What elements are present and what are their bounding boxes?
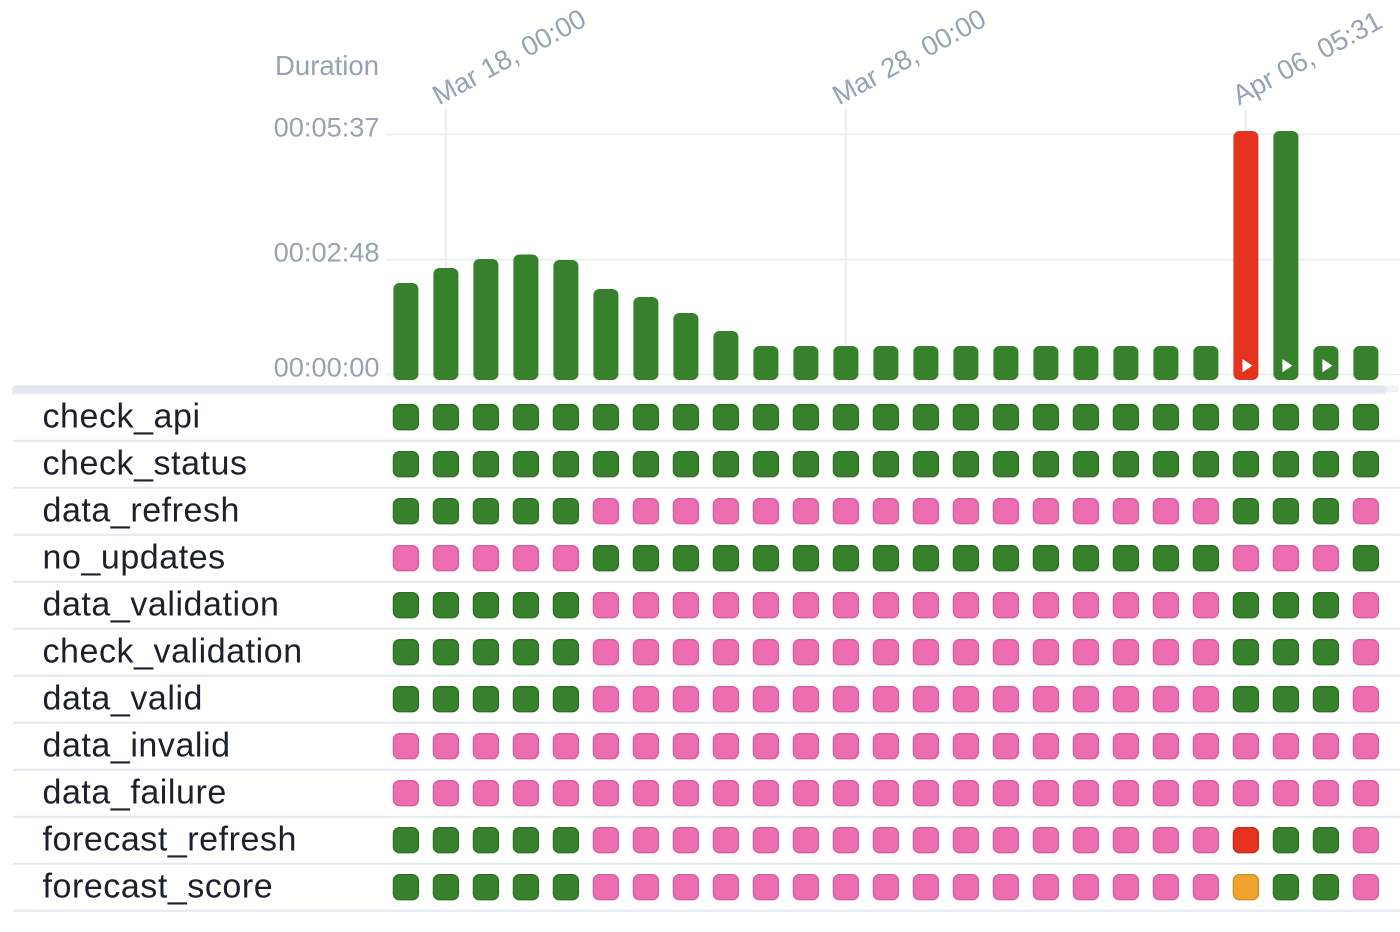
- svg-text:00:05:37: 00:05:37: [274, 111, 380, 142]
- svg-text:00:00:00: 00:00:00: [274, 352, 380, 383]
- svg-text:Mar 28, 00:00: Mar 28, 00:00: [827, 3, 991, 111]
- svg-text:Mar 18, 00:00: Mar 18, 00:00: [427, 3, 591, 111]
- svg-text:data_validation: data_validation: [43, 585, 280, 623]
- svg-text:check_validation: check_validation: [43, 632, 303, 670]
- svg-text:check_status: check_status: [43, 444, 248, 482]
- svg-text:Duration: Duration: [275, 50, 379, 81]
- svg-text:forecast_score: forecast_score: [43, 867, 274, 905]
- svg-text:Apr 06, 05:31: Apr 06, 05:31: [1227, 5, 1387, 111]
- svg-text:no_updates: no_updates: [43, 538, 226, 576]
- svg-text:data_failure: data_failure: [43, 773, 227, 811]
- svg-text:data_invalid: data_invalid: [43, 726, 231, 764]
- svg-text:data_valid: data_valid: [43, 679, 204, 717]
- svg-text:forecast_refresh: forecast_refresh: [43, 820, 297, 858]
- svg-text:check_api: check_api: [43, 397, 201, 435]
- svg-text:data_refresh: data_refresh: [43, 491, 241, 529]
- svg-text:00:02:48: 00:02:48: [274, 237, 380, 268]
